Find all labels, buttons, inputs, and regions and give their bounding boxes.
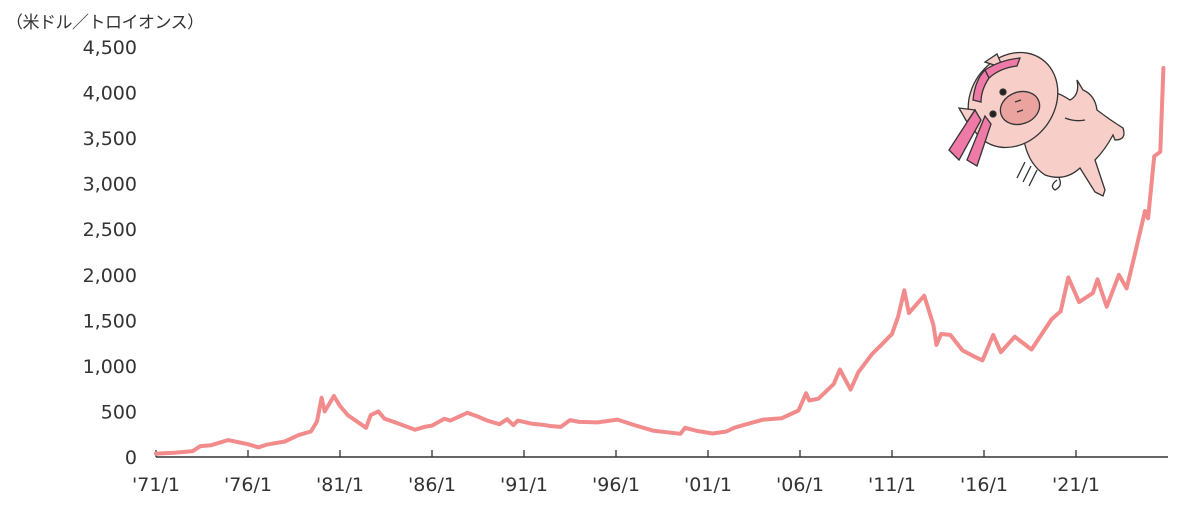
x-tick-label: '96/1 [592,474,640,496]
y-tick-label: 4,500 [83,37,137,59]
price-line [154,66,1166,456]
x-tick-label: '81/1 [316,474,364,496]
x-tick-label: '86/1 [408,474,456,496]
y-tick-label: 500 [101,401,137,423]
pig-mascot-illustration [948,51,1125,197]
y-tick-label: 1,500 [83,310,137,332]
y-tick-label: 4,000 [83,83,137,105]
y-tick-label: 2,000 [83,265,137,287]
y-tick-label: 2,500 [83,219,137,241]
x-tick-label: '71/1 [132,474,180,496]
x-tick-label: '06/1 [776,474,824,496]
x-tick-label: '21/1 [1052,474,1100,496]
x-tick-label: '01/1 [684,474,732,496]
y-tick-label: 3,500 [83,128,137,150]
y-axis-unit-label: （米ドル／トロイオンス） [6,13,204,33]
x-tick-label: '11/1 [868,474,916,496]
y-tick-label: 1,000 [83,356,137,378]
x-tick-label: '16/1 [960,474,1008,496]
x-tick-label: '91/1 [500,474,548,496]
y-tick-label: 0 [125,447,137,469]
x-tick-label: '76/1 [224,474,272,496]
y-tick-label: 3,000 [83,174,137,196]
